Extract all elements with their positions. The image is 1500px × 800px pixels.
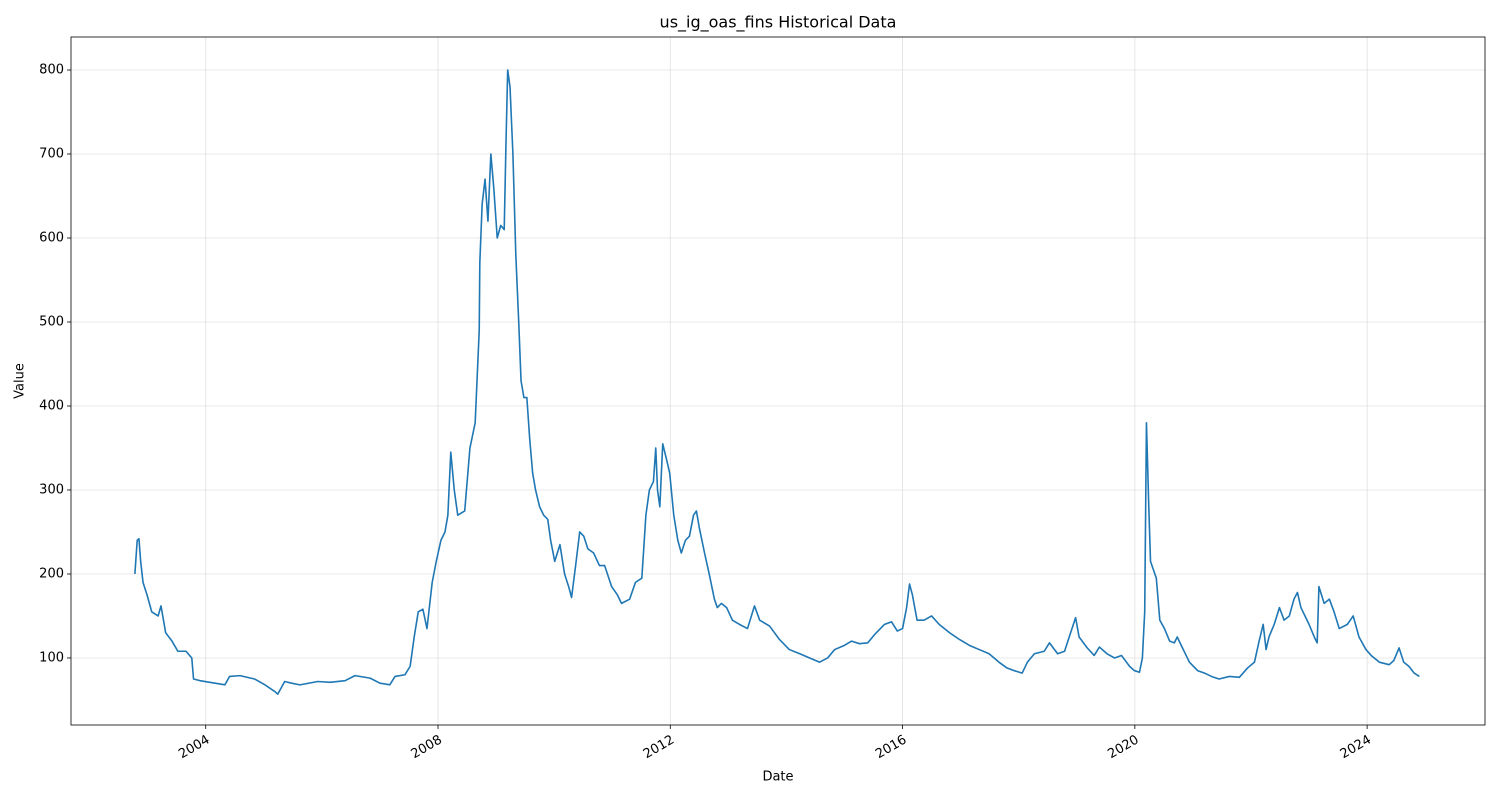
y-axis-label: Value <box>13 363 28 399</box>
plot-frame <box>70 36 1486 726</box>
y-tick-label: 700 <box>39 147 64 162</box>
x-axis-label: Date <box>762 770 793 785</box>
y-tick-label: 500 <box>39 314 64 329</box>
y-tick-label: 300 <box>39 482 64 497</box>
x-tick-label: 2008 <box>409 733 445 763</box>
data-line <box>134 69 1420 695</box>
x-tick-label: 2020 <box>1105 733 1141 763</box>
x-tick-label: 2012 <box>641 733 677 763</box>
chart-title: us_ig_oas_fins Historical Data <box>660 13 897 33</box>
y-tick-label: 100 <box>39 650 64 665</box>
x-tick-label: 2016 <box>873 733 909 763</box>
y-tick-label: 400 <box>39 398 64 413</box>
x-tick-label: 2004 <box>176 733 212 763</box>
y-tick-label: 600 <box>39 230 64 245</box>
x-tick-label: 2024 <box>1338 733 1374 763</box>
y-tick-label: 200 <box>39 566 64 581</box>
y-tick-label: 800 <box>39 63 64 78</box>
